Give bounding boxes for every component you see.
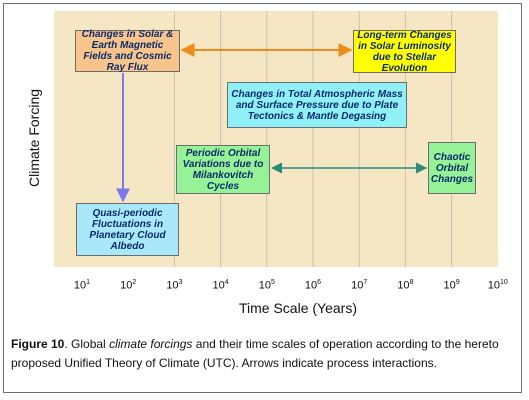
x-tick-label: 1010 [478,279,518,292]
x-tick-label: 103 [154,279,194,292]
cloud-albedo-box: Quasi-periodic Fluctuations in Planetary… [76,203,179,256]
x-tick-exponent: 5 [270,279,275,286]
solar-luminosity-box: Long-term Changes in Solar Luminosity du… [353,30,456,74]
x-tick-exponent: 10 [500,279,508,286]
x-tick-label: 102 [108,279,148,292]
x-tick-exponent: 2 [132,279,137,286]
x-tick-base: 10 [487,279,501,292]
caption-text-1: . Global [64,337,110,351]
x-tick-base: 10 [351,279,364,292]
x-axis-label: Time Scale (Years) [238,300,357,316]
x-tick-exponent: 8 [409,279,414,286]
x-tick-label: 106 [293,279,333,292]
chaotic-orbital-box: Chaotic Orbital Changes [428,142,476,194]
x-tick-base: 10 [258,279,271,292]
figure-caption: Figure 10. Global climate forcings and t… [11,335,517,373]
x-tick-exponent: 9 [455,279,460,286]
caption-label: Figure 10 [11,337,65,351]
x-tick-exponent: 3 [178,279,183,286]
x-tick-exponent: 7 [363,279,368,286]
x-tick-base: 10 [443,279,456,292]
x-tick-label: 107 [339,279,379,292]
solar-magnetic-cosmic-ray-box: Changes in Solar & Earth Magnetic Fields… [75,29,180,73]
x-tick-exponent: 1 [86,279,91,286]
atmospheric-mass-box: Changes in Total Atmospheric Mass and Su… [227,82,407,128]
x-tick-base: 10 [304,279,318,292]
x-tick-base: 10 [73,279,87,292]
caption-emphasis: climate forcings [109,337,193,351]
y-axis-label: Climate Forcing [26,88,42,188]
x-tick-label: 105 [247,279,287,292]
caption-text-2: and their time scales of operation accor… [11,337,499,370]
x-tick-label: 108 [385,279,425,292]
x-tick-label: 101 [62,279,102,292]
x-tick-base: 10 [397,279,410,292]
x-tick-exponent: 6 [317,279,322,286]
x-tick-label: 104 [201,279,241,292]
x-tick-base: 10 [120,279,133,292]
x-tick-exponent: 4 [224,279,229,286]
milankovitch-cycles-box: Periodic Orbital Variations due to Milan… [176,145,270,194]
x-tick-base: 10 [212,279,225,292]
x-tick-base: 10 [166,279,179,292]
x-tick-label: 109 [432,279,472,292]
